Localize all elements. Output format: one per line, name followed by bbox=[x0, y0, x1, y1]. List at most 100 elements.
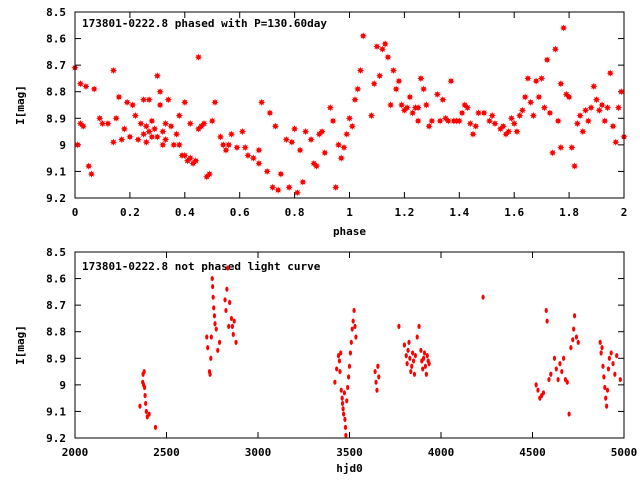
data-point bbox=[142, 122, 150, 130]
data-point bbox=[536, 387, 540, 393]
data-point bbox=[118, 135, 126, 144]
data-point bbox=[463, 104, 472, 112]
data-point bbox=[211, 283, 215, 290]
data-point bbox=[538, 74, 546, 83]
data-point bbox=[229, 315, 234, 322]
data-point bbox=[387, 101, 395, 109]
unphased-light-curve-panel: 173801-0222.8 not phased light curve hjd… bbox=[14, 246, 637, 475]
data-point bbox=[472, 122, 480, 130]
x-tick-label: 3500 bbox=[336, 446, 363, 459]
y-tick-label: 8.9 bbox=[46, 112, 66, 125]
data-point bbox=[375, 387, 379, 393]
data-point bbox=[573, 120, 581, 128]
data-point bbox=[216, 347, 220, 353]
data-point bbox=[565, 93, 573, 101]
y-tick-label: 8.8 bbox=[46, 326, 66, 339]
data-point bbox=[458, 109, 466, 117]
data-point bbox=[231, 331, 235, 337]
data-point bbox=[605, 387, 610, 393]
data-point bbox=[291, 125, 299, 133]
data-point bbox=[541, 390, 546, 396]
y-tick-label: 8.9 bbox=[46, 352, 66, 365]
data-point bbox=[233, 143, 241, 152]
data-point bbox=[346, 384, 350, 391]
data-point bbox=[617, 88, 625, 96]
data-point bbox=[120, 125, 129, 133]
x-tick-label: 1.6 bbox=[504, 206, 524, 219]
data-point bbox=[424, 371, 428, 377]
data-point bbox=[605, 403, 609, 409]
unphased-chart-title: 173801-0222.8 not phased light curve bbox=[82, 260, 321, 273]
data-point bbox=[225, 286, 229, 292]
data-point bbox=[161, 135, 170, 144]
data-point bbox=[344, 432, 348, 438]
data-point bbox=[600, 345, 604, 351]
data-point bbox=[570, 162, 579, 170]
data-point bbox=[336, 353, 341, 359]
data-point bbox=[615, 353, 619, 359]
data-point bbox=[147, 411, 151, 417]
data-point bbox=[425, 122, 433, 130]
data-point bbox=[411, 358, 416, 364]
data-point bbox=[565, 379, 569, 385]
data-point bbox=[569, 345, 573, 351]
data-point bbox=[258, 98, 266, 106]
data-point bbox=[417, 74, 425, 83]
data-point bbox=[206, 345, 210, 351]
data-point bbox=[192, 157, 200, 165]
data-point bbox=[439, 96, 447, 104]
data-point bbox=[444, 117, 452, 125]
data-point bbox=[414, 104, 422, 112]
data-point bbox=[408, 355, 412, 361]
data-point bbox=[547, 376, 551, 383]
data-point bbox=[74, 141, 82, 149]
data-point bbox=[234, 339, 238, 345]
data-point bbox=[567, 411, 571, 417]
data-point bbox=[576, 339, 580, 345]
data-point bbox=[238, 127, 247, 136]
data-point bbox=[123, 98, 131, 106]
x-tick-label: 0.2 bbox=[120, 206, 140, 219]
data-point bbox=[551, 45, 559, 53]
data-point bbox=[404, 353, 408, 359]
data-point bbox=[225, 141, 233, 149]
data-point bbox=[104, 120, 112, 128]
data-point bbox=[224, 307, 228, 314]
data-point bbox=[181, 98, 189, 106]
data-point bbox=[232, 318, 236, 324]
x-tick-label: 0.8 bbox=[285, 206, 305, 219]
data-point bbox=[499, 122, 507, 130]
data-point bbox=[96, 114, 104, 122]
data-point bbox=[606, 366, 611, 372]
data-point bbox=[571, 337, 575, 343]
data-point bbox=[98, 120, 107, 128]
data-point bbox=[549, 371, 553, 377]
data-point bbox=[288, 138, 296, 146]
data-point bbox=[343, 416, 347, 422]
data-point bbox=[339, 387, 343, 393]
data-point bbox=[329, 117, 337, 125]
data-point bbox=[342, 390, 346, 396]
data-point bbox=[381, 40, 389, 48]
data-point bbox=[172, 130, 181, 138]
data-point bbox=[350, 326, 354, 332]
data-point bbox=[367, 112, 376, 120]
data-point bbox=[409, 109, 417, 117]
data-point bbox=[455, 117, 463, 125]
data-point bbox=[354, 334, 358, 340]
data-point bbox=[557, 143, 565, 152]
data-point bbox=[213, 321, 217, 327]
data-point bbox=[293, 189, 301, 197]
data-point bbox=[377, 374, 381, 380]
data-point bbox=[340, 143, 348, 152]
data-point bbox=[282, 135, 290, 144]
data-point bbox=[343, 424, 348, 430]
data-point bbox=[540, 104, 548, 112]
data-point bbox=[87, 170, 96, 178]
data-point bbox=[345, 398, 349, 404]
data-point bbox=[333, 379, 337, 385]
data-point bbox=[378, 45, 387, 53]
data-point bbox=[348, 350, 353, 356]
data-point bbox=[558, 361, 562, 367]
y-tick-label: 8.6 bbox=[46, 33, 66, 46]
